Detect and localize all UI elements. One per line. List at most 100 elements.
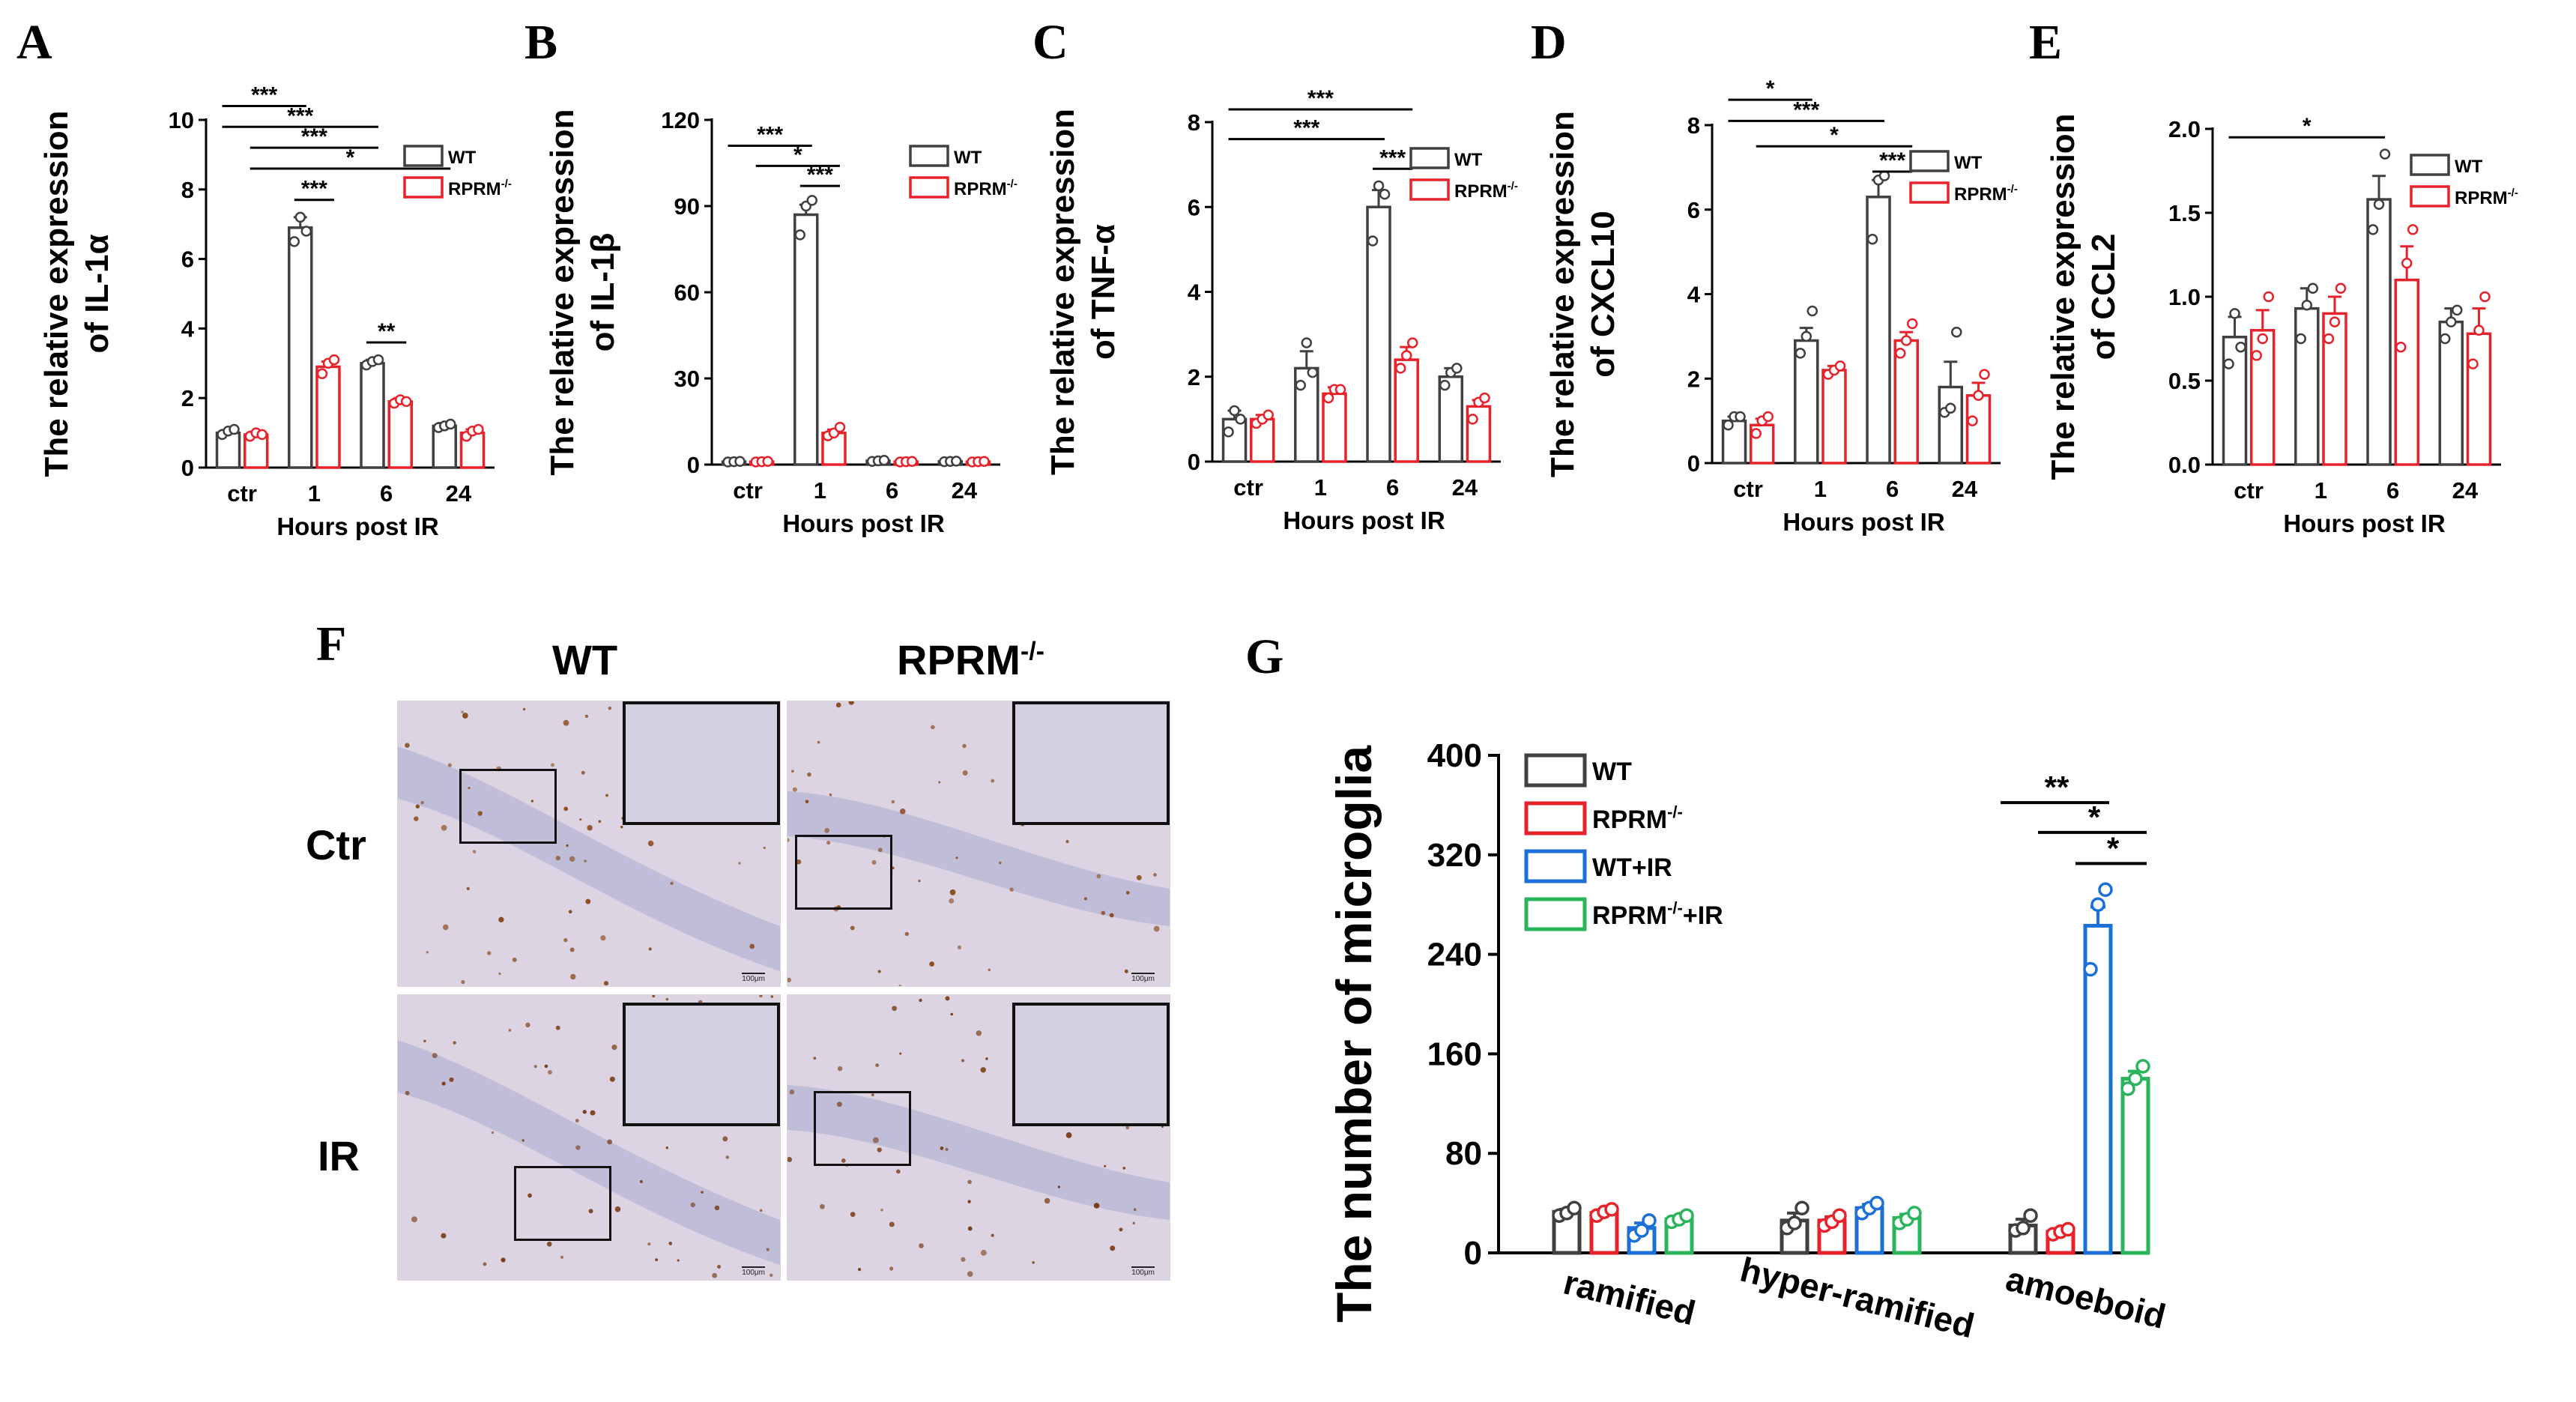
legend-label: RPRM-/-	[1454, 180, 1518, 202]
data-point	[229, 423, 240, 435]
data-point	[1373, 180, 1385, 192]
bar	[1965, 394, 1992, 465]
panel-letter-b: B	[524, 15, 557, 70]
x-tick-label: 1	[308, 480, 321, 507]
x-tick-label: 6	[380, 480, 393, 507]
x-tick-label: 6	[1386, 474, 1399, 501]
x-tick-label: 1	[1314, 474, 1327, 501]
y-tick-label: 160	[1427, 1036, 1482, 1072]
col-label-wt: WT	[552, 636, 618, 683]
bar	[2466, 332, 2492, 466]
data-point	[316, 368, 328, 379]
x-tick-label: amoeboid	[2002, 1259, 2169, 1336]
significance-label: ***	[251, 82, 277, 107]
data-point	[1235, 414, 1246, 425]
y-axis-label: The relative expression of TNF-α	[1044, 109, 1122, 475]
y-tick-label: 8	[1687, 112, 1700, 139]
y-tick-label: 8	[181, 177, 194, 203]
data-point	[2395, 341, 2407, 353]
bar	[1821, 369, 1847, 465]
data-point	[1945, 402, 1956, 414]
y-tick-label: 0.0	[2168, 452, 2201, 478]
x-tick-label: ctr	[1233, 474, 1263, 501]
legend-label: WT	[448, 148, 477, 168]
data-point	[1406, 337, 1418, 348]
data-point	[734, 456, 746, 468]
inset-zoom	[1012, 1003, 1170, 1126]
micrograph-wt-ctr: 100μm	[397, 701, 781, 987]
bar	[1794, 339, 1819, 465]
y-tick-label: 2	[1687, 366, 1700, 392]
x-tick-label: ctr	[2234, 477, 2264, 504]
data-point	[2235, 341, 2246, 353]
legend-swatch	[909, 176, 949, 199]
legend-swatch	[1909, 181, 1950, 204]
bar	[2120, 1077, 2150, 1255]
significance-label: ***	[757, 123, 783, 148]
panel-letter-e: E	[2029, 15, 2062, 70]
roi-box	[459, 769, 557, 844]
data-point	[1866, 233, 1878, 245]
y-tick-label: 0	[1188, 449, 1200, 475]
y-tick-label: 2	[181, 385, 194, 411]
micrograph-rprm-ctr: 100μm	[787, 701, 1170, 987]
legend-swatch	[1524, 801, 1587, 836]
data-point	[2098, 882, 2113, 898]
legend-swatch	[1409, 178, 1450, 201]
significance-label: ***	[301, 124, 327, 149]
data-point	[2467, 358, 2479, 369]
y-axis-label: The relative expression of IL-1α	[38, 110, 115, 477]
data-point	[2251, 350, 2262, 361]
scale-bar: 100μm	[1131, 973, 1155, 983]
legend-swatch	[1524, 897, 1587, 931]
significance-label: **	[378, 319, 396, 344]
y-tick-label: 6	[1687, 197, 1700, 223]
data-point	[2016, 1221, 2031, 1236]
legend-swatch	[403, 145, 444, 167]
panel-letter-d: D	[1531, 15, 1567, 70]
data-point	[2373, 199, 2385, 211]
legend-swatch	[1524, 849, 1587, 883]
legend-swatch	[1524, 753, 1587, 788]
y-tick-label: 0	[687, 452, 700, 478]
y-tick-label: 2	[1188, 364, 1200, 390]
y-axis-label: The relative expression of IL-1β	[544, 109, 621, 475]
data-point	[1973, 390, 1984, 402]
legend-swatch	[2410, 154, 2450, 176]
data-point	[294, 211, 306, 223]
inset-zoom	[1012, 701, 1170, 825]
x-tick-label: 6	[1886, 476, 1899, 502]
y-axis-label-line1: The relative expression	[544, 109, 581, 475]
y-axis-label: The number of microglia	[1326, 745, 1382, 1323]
data-point	[2229, 308, 2240, 319]
legend-label: WT	[954, 148, 982, 168]
x-tick-label: 24	[1452, 474, 1478, 501]
significance-label: *	[2303, 114, 2312, 139]
legend-label: WT	[2455, 157, 2483, 177]
x-tick-label: ramified	[1560, 1263, 1699, 1333]
significance-label: ***	[1793, 97, 1819, 122]
data-point	[1900, 335, 1912, 346]
y-tick-label: 240	[1427, 937, 1482, 973]
x-tick-label: ctr	[733, 477, 763, 504]
data-point	[906, 456, 918, 468]
y-tick-label: 90	[674, 193, 700, 220]
data-point	[2452, 304, 2463, 316]
y-tick-label: 80	[1445, 1135, 1482, 1172]
data-point	[2401, 257, 2413, 269]
data-point	[1322, 392, 1334, 404]
significance-label: *	[2107, 830, 2120, 865]
bar	[1221, 417, 1248, 463]
x-axis-label: Hours post IR	[1783, 508, 1945, 536]
legend-swatch	[909, 145, 949, 167]
legend-label: WT+IR	[1592, 853, 1672, 882]
bar	[2394, 278, 2419, 466]
roi-box	[814, 1091, 911, 1166]
bar	[1322, 392, 1347, 463]
data-point	[1567, 1200, 1582, 1215]
data-point	[1379, 189, 1391, 200]
significance-label: ***	[1307, 86, 1334, 111]
y-tick-label: 8	[1188, 109, 1200, 136]
